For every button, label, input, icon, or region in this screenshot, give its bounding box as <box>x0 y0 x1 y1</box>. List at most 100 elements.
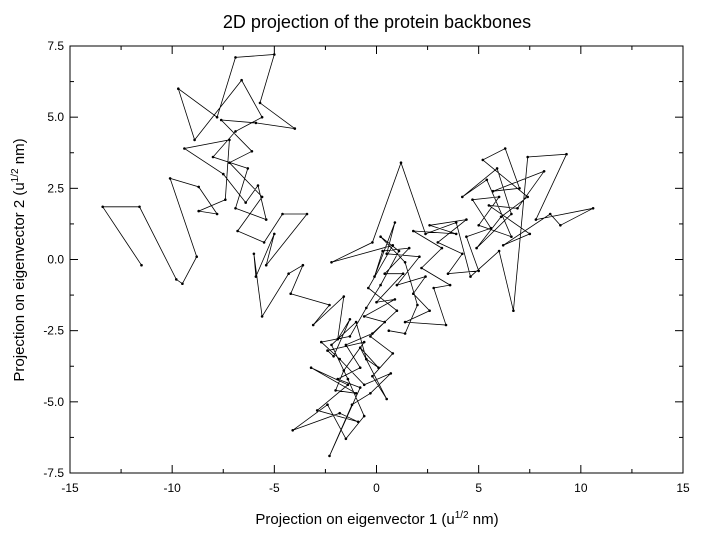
trajectory-point <box>328 303 331 307</box>
trajectory-point <box>424 232 427 236</box>
trajectory-point <box>315 409 319 412</box>
trajectory-point <box>371 332 374 335</box>
trajectory-point <box>403 320 407 324</box>
trajectory-point <box>528 232 532 236</box>
trajectory-point <box>291 429 295 432</box>
trajectory-point <box>234 207 237 210</box>
trajectory-point <box>393 221 397 224</box>
trajectory-point <box>260 315 264 318</box>
trajectory-point <box>224 198 227 201</box>
trajectory-point <box>260 195 264 199</box>
trajectory-point <box>273 232 276 236</box>
trajectory-point <box>412 229 415 233</box>
trajectory-point <box>362 383 366 387</box>
trajectory-points <box>101 53 595 458</box>
trajectory-point <box>446 272 450 276</box>
trajectory-point <box>332 355 335 358</box>
y-tick-label: 5.0 <box>47 110 64 124</box>
trajectory-point <box>228 138 231 142</box>
trajectory-point <box>591 207 595 210</box>
x-tick-label: 15 <box>676 481 690 495</box>
trajectory-point <box>342 295 346 298</box>
trajectory-point <box>497 195 501 199</box>
trajectory-point <box>350 403 354 407</box>
y-tick-label: 2.5 <box>47 181 64 195</box>
trajectory-point <box>342 369 346 372</box>
trajectory-point <box>358 386 362 389</box>
trajectory-point <box>330 343 333 347</box>
trajectory-point <box>262 241 266 244</box>
trajectory-point <box>559 224 562 227</box>
trajectory-point <box>256 184 260 187</box>
trajectory-point <box>362 414 366 418</box>
trajectory-point <box>289 292 293 296</box>
trajectory-point <box>336 377 340 381</box>
trajectory-point <box>403 332 407 335</box>
trajectory-point <box>344 343 348 347</box>
trajectory-point <box>391 352 395 355</box>
trajectory-point <box>512 309 515 313</box>
trajectory-point <box>234 130 237 133</box>
trajectory-point <box>334 389 337 392</box>
x-axis-label-superscript: 1/2 <box>455 510 469 521</box>
axis-tick-labels: -15 -10 -5 0 5 10 15 -7.5 -5.0 -2.5 0.0 2.5 5.0 7.5 <box>43 39 690 495</box>
y-tick-label: 7.5 <box>47 39 64 53</box>
trajectory-point <box>399 161 403 164</box>
y-tick-label: 0.0 <box>47 253 64 267</box>
trajectory-point <box>416 303 419 307</box>
trajectory-point <box>252 252 256 256</box>
trajectory-point <box>246 167 250 170</box>
trajectory-point <box>377 366 380 370</box>
trajectory-point <box>348 335 352 338</box>
trajectory-point <box>338 411 342 415</box>
trajectory-point <box>403 261 407 264</box>
trajectory-point <box>320 340 323 344</box>
trajectory-point <box>461 252 464 256</box>
x-axis-label-end: nm) <box>469 511 499 528</box>
trajectory-point <box>526 195 529 199</box>
trajectory-point <box>448 283 452 287</box>
trajectory-point <box>412 292 415 296</box>
trajectory-point <box>365 306 368 310</box>
trajectory-point <box>485 178 489 182</box>
trajectory-point <box>428 309 431 313</box>
trajectory-point <box>432 286 436 290</box>
trajectory-point <box>264 218 268 221</box>
trajectory-point <box>140 263 143 267</box>
trajectory-point <box>183 147 186 150</box>
trajectory-point <box>138 205 141 209</box>
trajectory-point <box>499 215 503 219</box>
trajectory-point <box>465 235 468 238</box>
trajectory-point <box>418 255 421 258</box>
trajectory-point <box>395 283 399 287</box>
trajectory-point <box>250 150 254 153</box>
y-axis-label: Projection on eigenvector 2 (u1/2 nm) <box>10 138 28 381</box>
trajectory-point <box>240 78 243 82</box>
trajectory-point <box>358 346 362 350</box>
trajectory-point <box>273 53 276 56</box>
trajectory-point <box>260 115 264 119</box>
y-tick-label: -5.0 <box>43 395 64 409</box>
trajectory-point <box>344 437 348 441</box>
trajectory-point <box>489 226 493 230</box>
chart-title: 2D projection of the protein backbones <box>223 12 531 32</box>
trajectory-point <box>365 357 368 361</box>
trajectory-point <box>526 155 529 159</box>
trajectory-point <box>264 263 268 267</box>
trajectory-point <box>358 366 362 370</box>
y-tick-label: -7.5 <box>43 466 64 480</box>
x-axis-label: Projection on eigenvector 1 (u1/2 nm) <box>255 510 498 528</box>
trajectory-point <box>379 283 382 287</box>
trajectory-point <box>326 403 329 407</box>
trajectory-point <box>385 252 389 256</box>
trajectory-point <box>346 377 350 381</box>
trajectory-point <box>436 241 440 244</box>
trajectory-point <box>424 275 427 278</box>
trajectory-point <box>471 198 474 201</box>
trajectory-point <box>516 207 519 210</box>
trajectory-point <box>354 320 358 324</box>
trajectory-point <box>565 152 568 156</box>
trajectory-point <box>177 87 180 90</box>
trajectory-point <box>495 167 499 170</box>
trajectory-point <box>454 232 458 236</box>
